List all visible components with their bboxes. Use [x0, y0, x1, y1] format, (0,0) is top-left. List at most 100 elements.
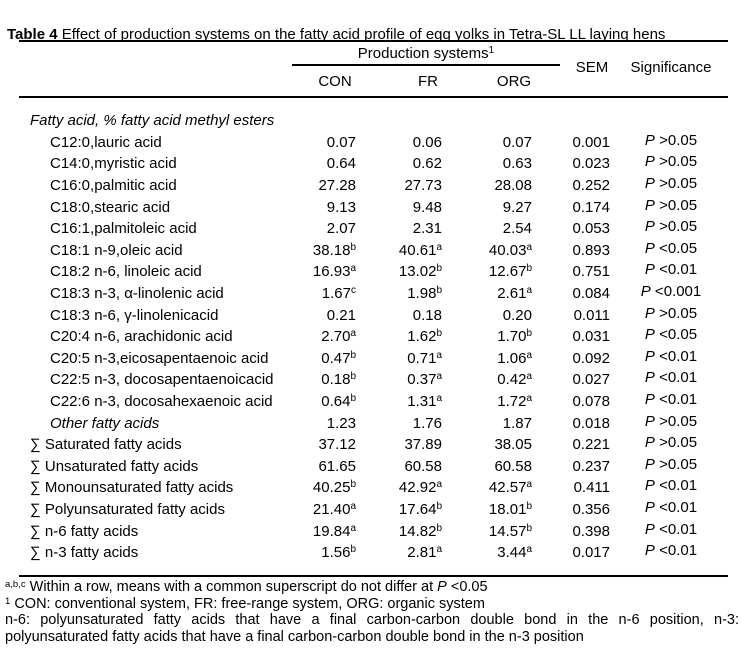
con-value: 0.18b [321, 371, 356, 389]
con-value: 9.13 [326, 198, 356, 216]
table-row: ∑ Saturated fatty acids 37.12 37.89 38.05 0.… [19, 434, 728, 456]
con-value: 21.40a [312, 500, 356, 518]
fr-value: 60.58 [404, 457, 442, 475]
fr-value: 42.92a [398, 479, 442, 497]
significance-value: P >0.05 [644, 218, 698, 236]
org-value: 14.57b [488, 522, 532, 540]
top-rule [19, 40, 728, 42]
org-value: 0.20 [502, 306, 532, 324]
table-row: C18:0,stearic acid 9.13 9.48 9.27 0.174 P >0.… [19, 196, 728, 218]
fatty-acid-label: C22:6 n-3, docosahexaenoic acid [50, 393, 273, 411]
org-value: 1.87 [502, 414, 532, 432]
org-value: 1.70b [497, 328, 532, 346]
footnote: 1 CON: conventional system, FR: free-ran… [5, 595, 485, 612]
con-value: 1.56b [321, 544, 356, 562]
column-header-org: ORG [496, 73, 532, 90]
significance-value: P >0.05 [644, 153, 698, 171]
fr-value: 0.18 [412, 306, 442, 324]
sem-value: 0.893 [572, 241, 610, 259]
fatty-acid-label: C18:0,stearic acid [50, 198, 171, 216]
fatty-acid-label: C16:1,palmitoleic acid [50, 220, 197, 238]
org-value: 0.63 [502, 155, 532, 173]
table-row: C16:0,palmitic acid 27.28 27.73 28.08 0.252 P… [19, 175, 728, 197]
sem-value: 0.237 [572, 457, 610, 475]
fr-value: 40.61a [398, 241, 442, 259]
con-value: 0.47b [321, 349, 356, 367]
fatty-acid-label: ∑ n-6 fatty acids [30, 522, 139, 540]
sem-value: 0.027 [572, 371, 610, 389]
fatty-acid-label: ∑ Unsaturated fatty acids [30, 457, 199, 475]
fr-value: 17.64b [398, 500, 442, 518]
sem-value: 0.053 [572, 220, 610, 238]
group-header-underline [292, 64, 560, 66]
org-value: 12.67b [488, 263, 532, 281]
sem-value: 0.017 [572, 544, 610, 562]
con-value: 2.07 [326, 220, 356, 238]
table-row: C14:0,myristic acid 0.64 0.62 0.63 0.023 P >0… [19, 153, 728, 175]
table-row: C20:5 n-3,eicosapentaenoic acid 0.47b 0.71… [19, 348, 728, 370]
fatty-acid-label: C18:1 n-9,oleic acid [50, 241, 183, 259]
table-caption: Effect of production systems on the fatt… [57, 26, 666, 43]
table-row: ∑ Unsaturated fatty acids 61.65 60.58 60.58… [19, 456, 728, 478]
table-row: C22:6 n-3, docosahexaenoic acid 0.64b 1.31… [19, 391, 728, 413]
con-value: 16.93a [312, 263, 356, 281]
org-value: 2.61a [497, 285, 532, 303]
sem-value: 0.084 [572, 285, 610, 303]
table-row: C22:5 n-3, docosapentaenoicacid 0.18b 0.37… [19, 369, 728, 391]
footnotes: a,b,c Within a row, means with a common … [5, 579, 739, 645]
bottom-rule [19, 575, 728, 577]
table-row: C16:1,palmitoleic acid 2.07 2.31 2.54 0.053 P… [19, 218, 728, 240]
fatty-acid-label: C20:5 n-3,eicosapentaenoic acid [50, 349, 269, 367]
sem-value: 0.356 [572, 500, 610, 518]
fr-value: 2.31 [412, 220, 442, 238]
org-value: 42.57a [488, 479, 532, 497]
significance-value: P <0.01 [644, 498, 698, 516]
significance-value: P <0.01 [644, 520, 698, 538]
table-row: Other fatty acids 1.23 1.76 1.87 0.018 P >0.0… [19, 412, 728, 434]
con-value: 0.21 [326, 306, 356, 324]
significance-value: P >0.05 [644, 434, 698, 452]
fr-value: 13.02b [398, 263, 442, 281]
footnote: a,b,c Within a row, means with a common … [5, 579, 488, 595]
fr-value: 2.81a [407, 544, 442, 562]
significance-value: P >0.05 [644, 196, 698, 214]
significance-value: P <0.01 [644, 477, 698, 495]
sem-value: 0.011 [573, 306, 610, 324]
org-value: 28.08 [494, 177, 532, 195]
fatty-acid-label: ∑ Monounsaturated fatty acids [30, 479, 234, 497]
org-value: 40.03a [488, 241, 532, 259]
sem-value: 0.751 [572, 263, 610, 281]
fatty-acid-label: ∑ Saturated fatty acids [30, 436, 182, 454]
significance-value: P <0.05 [644, 326, 698, 344]
fatty-acid-label: C18:2 n-6, linoleic acid [50, 263, 202, 281]
con-value: 0.64 [326, 155, 356, 173]
significance-value: P <0.001 [640, 283, 702, 301]
significance-value: P <0.01 [644, 347, 698, 365]
table-row: ∑ Polyunsaturated fatty acids 21.40a 17.64… [19, 499, 728, 521]
table-row: C18:3 n-6, γ-linolenicacid 0.21 0.18 0.20 0.… [19, 304, 728, 326]
sem-value: 0.092 [572, 349, 610, 367]
con-value: 0.07 [326, 133, 356, 151]
fatty-acid-label: ∑ Polyunsaturated fatty acids [30, 500, 225, 518]
footnote: n-6: polyunsaturated fatty acids that ha… [5, 612, 739, 645]
table-row: C20:4 n-6, arachidonic acid 2.70a 1.62b 1.7… [19, 326, 728, 348]
fatty-acid-label: C14:0,myristic acid [50, 155, 177, 173]
org-value: 3.44a [497, 544, 532, 562]
con-value: 61.65 [318, 457, 356, 475]
fr-value: 27.73 [404, 177, 442, 195]
sem-value: 0.023 [572, 155, 610, 173]
con-value: 1.23 [326, 414, 356, 432]
significance-value: P <0.01 [644, 261, 698, 279]
org-value: 1.72a [497, 393, 532, 411]
fatty-acid-label: C16:0,palmitic acid [50, 177, 177, 195]
fatty-acid-label: ∑ n-3 fatty acids [30, 544, 139, 562]
significance-value: P <0.01 [644, 391, 698, 409]
column-header-fr: FR [418, 73, 438, 90]
con-value: 37.12 [318, 436, 356, 454]
sem-value: 0.174 [572, 198, 610, 216]
significance-value: P >0.05 [644, 455, 698, 473]
con-value: 27.28 [318, 177, 356, 195]
table-title: Table 4 Effect of production systems on … [7, 26, 747, 43]
group-column-header: Production systems1 [292, 45, 560, 62]
fr-value: 9.48 [412, 198, 442, 216]
